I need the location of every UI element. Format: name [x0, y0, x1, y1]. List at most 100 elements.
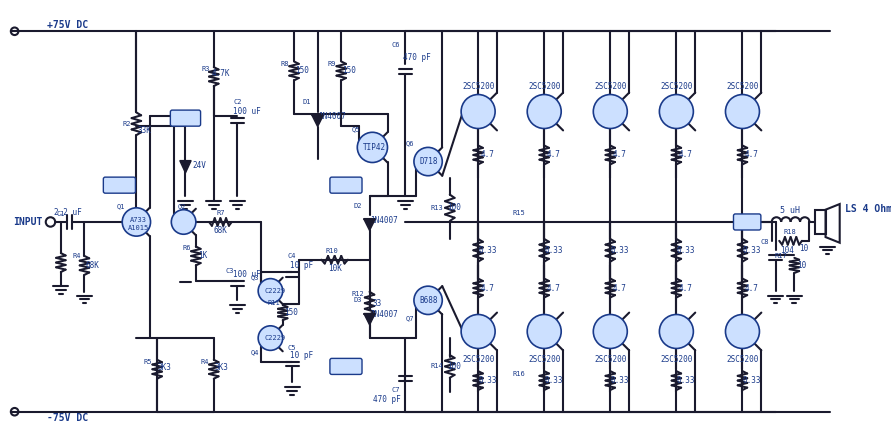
Text: 5 uH: 5 uH	[780, 206, 799, 215]
Text: R4: R4	[200, 359, 208, 365]
Text: 3K3: 3K3	[215, 363, 228, 372]
Text: 0.7V: 0.7V	[336, 362, 356, 371]
Circle shape	[527, 94, 561, 128]
Text: 0.33: 0.33	[743, 376, 761, 385]
Text: -75V DC: -75V DC	[46, 413, 88, 424]
Text: 10 pF: 10 pF	[290, 350, 313, 360]
Text: D718: D718	[420, 157, 438, 166]
Text: R16: R16	[512, 371, 525, 377]
Text: C3: C3	[225, 268, 234, 274]
Circle shape	[414, 286, 442, 315]
Text: R10: R10	[325, 248, 339, 254]
Polygon shape	[364, 219, 375, 230]
Text: 68K: 68K	[85, 261, 99, 270]
Text: C2229: C2229	[265, 288, 286, 294]
Text: C2: C2	[233, 99, 241, 105]
Text: 4.7K: 4.7K	[212, 69, 231, 78]
Text: 4.7: 4.7	[745, 284, 759, 292]
Text: Q7: Q7	[406, 315, 414, 321]
Text: 4.7: 4.7	[480, 151, 495, 159]
FancyBboxPatch shape	[103, 177, 135, 193]
Circle shape	[725, 94, 759, 128]
Text: A1015: A1015	[127, 225, 149, 231]
Text: 1N4007: 1N4007	[370, 310, 397, 319]
Text: 68K: 68K	[214, 226, 227, 235]
Text: 0.33: 0.33	[544, 246, 563, 255]
Polygon shape	[180, 161, 192, 173]
Text: Q1: Q1	[117, 203, 126, 209]
Text: 100: 100	[447, 203, 462, 212]
Text: R15: R15	[512, 210, 525, 217]
Text: 100 uF: 100 uF	[233, 107, 261, 116]
Text: R18: R18	[783, 229, 796, 235]
Text: 4.7: 4.7	[613, 284, 626, 292]
Text: 2SC5200: 2SC5200	[462, 82, 495, 90]
Text: 10: 10	[797, 261, 806, 270]
Text: 1N4007: 1N4007	[370, 216, 397, 225]
Text: 2SC5200: 2SC5200	[528, 82, 560, 90]
Text: Q4: Q4	[251, 349, 259, 355]
Text: R3: R3	[202, 66, 210, 72]
Text: R8: R8	[281, 61, 289, 67]
Text: 0.7V: 0.7V	[110, 181, 129, 190]
Text: R5: R5	[143, 359, 152, 365]
Text: 24V: 24V	[192, 161, 207, 170]
Circle shape	[258, 326, 282, 350]
Text: 10K: 10K	[328, 264, 341, 273]
Circle shape	[122, 208, 151, 236]
Text: 100 uF: 100 uF	[233, 270, 261, 280]
Text: 104: 104	[780, 246, 794, 255]
Bar	[815, 210, 826, 234]
Text: 2SC5200: 2SC5200	[726, 355, 758, 364]
Circle shape	[462, 315, 495, 349]
Text: 4.7: 4.7	[613, 151, 626, 159]
Text: 150: 150	[284, 308, 298, 317]
Text: R17: R17	[775, 253, 788, 259]
Text: 3K3: 3K3	[158, 363, 172, 372]
Text: 1K: 1K	[198, 252, 207, 260]
Text: 24V: 24V	[178, 113, 193, 123]
Text: LS 4 Ohm: LS 4 Ohm	[846, 204, 891, 214]
Circle shape	[171, 210, 196, 234]
Text: B688: B688	[420, 296, 438, 305]
Circle shape	[725, 315, 759, 349]
Text: 4.7: 4.7	[547, 284, 560, 292]
Circle shape	[357, 132, 388, 163]
Circle shape	[659, 315, 693, 349]
Text: R7: R7	[217, 210, 225, 217]
Text: 0.33: 0.33	[478, 246, 497, 255]
Text: 0.33: 0.33	[610, 246, 629, 255]
Text: 0.33: 0.33	[676, 376, 695, 385]
Circle shape	[593, 94, 627, 128]
Polygon shape	[364, 314, 375, 325]
Text: TIP42: TIP42	[363, 143, 386, 152]
Text: 33: 33	[372, 299, 381, 307]
Text: R14: R14	[430, 363, 443, 369]
FancyBboxPatch shape	[733, 214, 761, 230]
Text: 2SC5200: 2SC5200	[594, 82, 626, 90]
Text: 0V: 0V	[742, 218, 752, 226]
Text: C2229: C2229	[265, 335, 286, 341]
Text: R9: R9	[328, 61, 336, 67]
Text: Q6: Q6	[406, 140, 414, 147]
Text: 4.7: 4.7	[679, 284, 693, 292]
FancyBboxPatch shape	[170, 110, 200, 126]
Text: 150: 150	[342, 66, 356, 75]
Text: C7: C7	[392, 387, 400, 393]
Text: 2SC5200: 2SC5200	[726, 82, 758, 90]
Text: 2SC5200: 2SC5200	[660, 355, 692, 364]
Text: 0.33: 0.33	[478, 376, 497, 385]
Text: 2SC5200: 2SC5200	[660, 82, 692, 90]
Text: 10: 10	[799, 244, 808, 253]
Text: C8: C8	[761, 239, 769, 245]
Text: R12: R12	[352, 291, 364, 297]
Text: D2: D2	[354, 203, 363, 209]
Circle shape	[659, 94, 693, 128]
Text: 150: 150	[295, 66, 308, 75]
Text: C4: C4	[288, 253, 297, 259]
Circle shape	[462, 94, 495, 128]
Text: Q3: Q3	[251, 274, 259, 280]
FancyBboxPatch shape	[330, 358, 362, 374]
Text: D1: D1	[302, 99, 311, 105]
Text: R4: R4	[73, 253, 81, 259]
